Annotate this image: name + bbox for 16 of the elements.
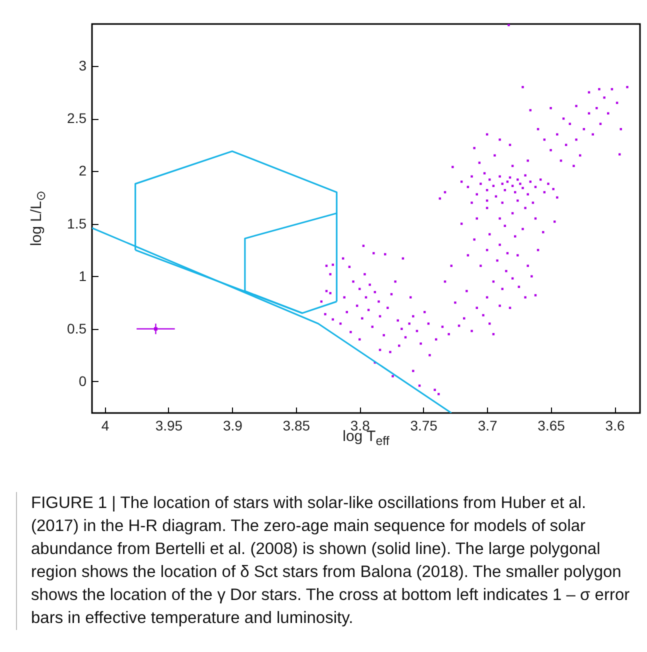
- y-tick-label: 1: [78, 268, 87, 284]
- x-tick-label: 3.6: [605, 418, 625, 434]
- x-tick-label: 4: [101, 418, 110, 434]
- x-tick-label: 3.85: [282, 418, 310, 434]
- y-tick-label: 1.5: [67, 215, 87, 232]
- y-tick-label: 0.5: [67, 320, 87, 336]
- x-tick-label: 3.65: [538, 418, 566, 434]
- caption: FIGURE 1 | The location of stars with solar-like oscillations from Huber et al. (2017) in the H-R diagram. The zero-age main sequence for models of solar abundance from Bertelli et al. (2008) is shown (solid line). The large polygonal region shows the location of δ Sct stars from Balona (2018). The smaller polygon shows the location of the γ Dor stars. The cross at bottom left indicates 1 – σ error bars in effective temperature and luminosity.: [16, 492, 631, 630]
- x-tick-label: 3.7: [478, 418, 498, 434]
- x-tick-label: 3.75: [410, 418, 438, 434]
- x-tick-label: 3.95: [155, 418, 183, 434]
- y-tick-label: 3: [78, 58, 87, 74]
- y-tick-label: 2.5: [67, 110, 87, 126]
- y-tick-label: 2: [78, 162, 87, 179]
- y-tick-label: 0: [78, 372, 87, 389]
- x-tick-label: 3.9: [222, 418, 243, 434]
